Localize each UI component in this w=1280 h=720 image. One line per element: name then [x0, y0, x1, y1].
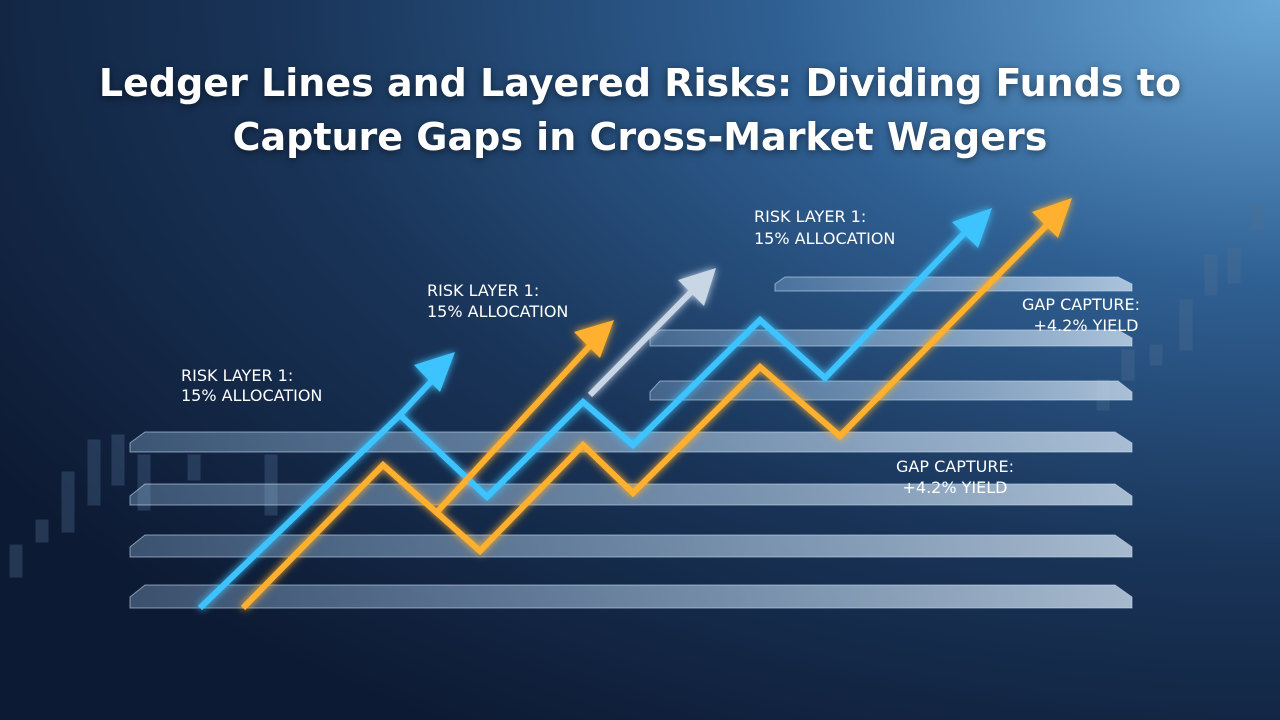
annotation-text: RISK LAYER 1: [181, 366, 293, 385]
annotation-text: 15% ALLOCATION [754, 229, 895, 248]
annotation-text: +4.2% YIELD [1034, 316, 1139, 335]
annotation-text: RISK LAYER 1: [754, 207, 866, 226]
annotations: RISK LAYER 1: 15% ALLOCATION RISK LAYER … [181, 207, 1140, 497]
trend-lines [197, 198, 1072, 611]
annotation-text: +4.2% YIELD [903, 478, 1008, 497]
annotation-text: GAP CAPTURE: [896, 457, 1014, 476]
annotation-text: 15% ALLOCATION [181, 386, 322, 405]
annotation-text: RISK LAYER 1: [427, 281, 539, 300]
annotation-text: GAP CAPTURE: [1022, 295, 1140, 314]
title: Ledger Lines and Layered Risks: Dividing… [98, 61, 1182, 159]
annotation-text: 15% ALLOCATION [427, 302, 568, 321]
